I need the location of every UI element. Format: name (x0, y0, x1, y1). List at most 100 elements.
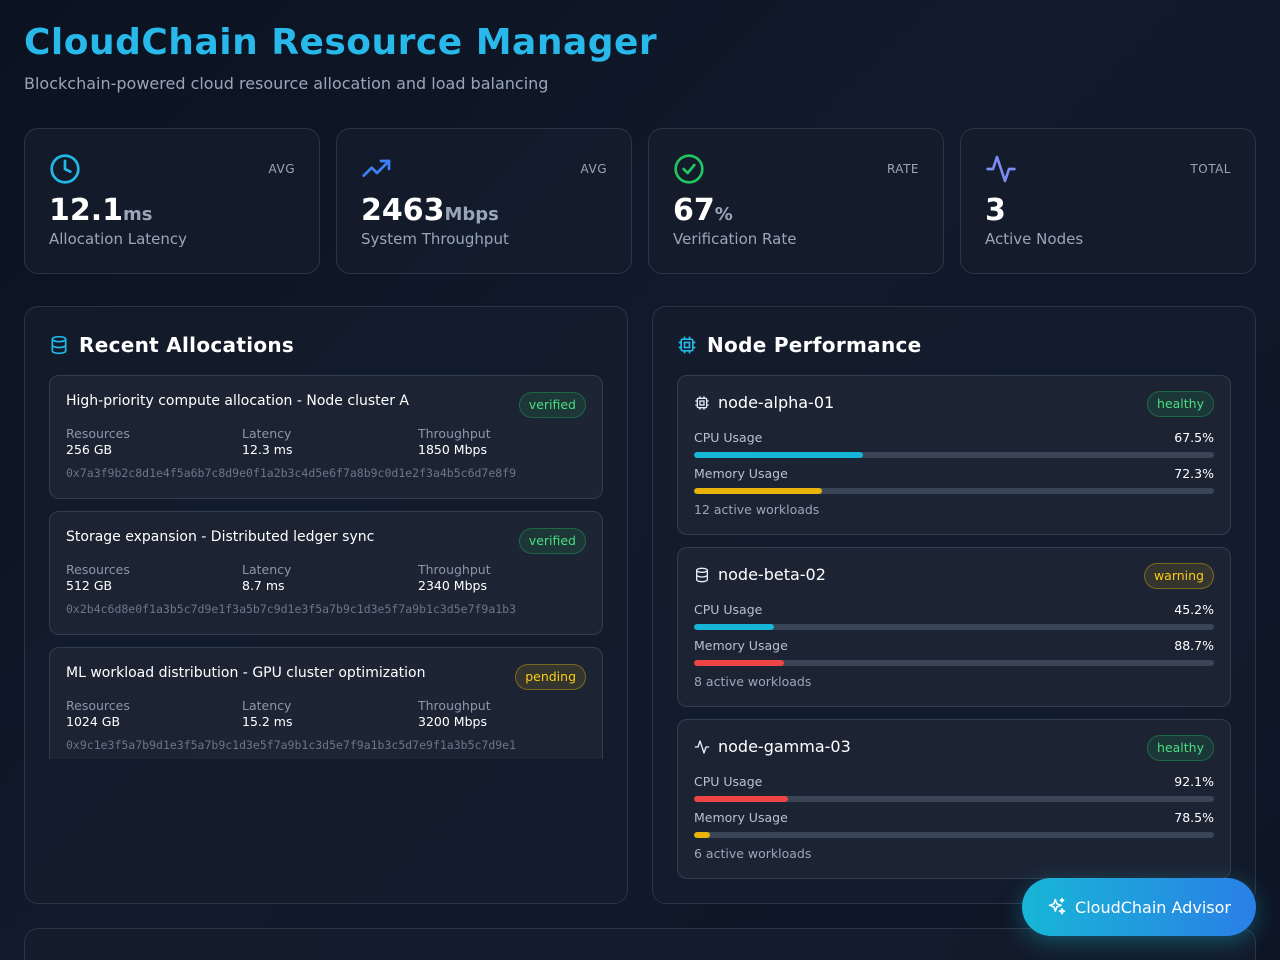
allocation-title: High-priority compute allocation - Node … (66, 393, 410, 409)
cpu-usage-fill (694, 452, 863, 458)
memory-usage-label: Memory Usage (694, 466, 788, 481)
allocation-title: ML workload distribution - GPU cluster o… (66, 665, 426, 681)
status-badge: healthy (1147, 735, 1214, 761)
latency-label: Latency (242, 426, 292, 441)
cpu-usage-value: 45.2% (1174, 602, 1214, 617)
stat-label: Allocation Latency (49, 230, 188, 248)
latency-value: 8.7 ms (242, 578, 285, 593)
allocation-title: Storage expansion - Distributed ledger s… (66, 529, 375, 545)
memory-usage-value: 72.3% (1174, 466, 1214, 481)
stat-card-nodes: TOTAL 3 Active Nodes (960, 128, 1256, 274)
stat-card-throughput: AVG 2463Mbps System Throughput (336, 128, 632, 274)
allocations-list[interactable]: High-priority compute allocation - Node … (49, 375, 603, 759)
cpu-usage-fill (694, 796, 789, 802)
resources-value: 1024 GB (66, 714, 121, 729)
cpu-usage-fill (694, 624, 775, 630)
node-name: node-gamma-03 (718, 737, 851, 756)
cpu-usage-bar (694, 624, 1214, 630)
memory-usage-row: Memory Usage 78.5% (694, 810, 1214, 838)
throughput-label: Throughput (418, 562, 491, 577)
memory-usage-label: Memory Usage (694, 638, 788, 653)
stat-unit: % (714, 204, 733, 225)
stat-tag: RATE (886, 162, 919, 176)
stat-value: 67% (673, 193, 733, 228)
resources-label: Resources (66, 698, 130, 713)
status-badge: warning (1143, 563, 1214, 589)
activity-icon (694, 739, 710, 754)
stat-unit: Mbps (444, 204, 499, 225)
advisor-label: CloudChain Advisor (1075, 897, 1231, 917)
latency-label: Latency (242, 698, 292, 713)
stat-card-verification: RATE 67% Verification Rate (648, 128, 944, 274)
trending-up-icon (362, 159, 391, 177)
cpu-usage-label: CPU Usage (694, 602, 763, 617)
resources-label: Resources (66, 562, 130, 577)
resources-label: Resources (66, 426, 130, 441)
activity-icon (986, 155, 1016, 183)
node-card-alpha[interactable]: node-alpha-01 healthy CPU Usage 67.5% Mem… (677, 375, 1231, 535)
clock-icon (50, 154, 80, 184)
cpu-usage-value: 92.1% (1174, 774, 1214, 789)
allocation-card[interactable]: ML workload distribution - GPU cluster o… (49, 647, 603, 759)
database-icon (51, 335, 67, 355)
cpu-usage-row: CPU Usage 92.1% (694, 774, 1214, 802)
memory-usage-label: Memory Usage (694, 810, 788, 825)
node-name: node-beta-02 (718, 565, 826, 584)
stat-label: System Throughput (361, 230, 509, 248)
active-workloads: 6 active workloads (694, 846, 812, 861)
status-badge: pending (515, 664, 586, 690)
check-circle-icon (674, 154, 704, 184)
memory-usage-value: 88.7% (1174, 638, 1214, 653)
stat-unit: ms (123, 204, 153, 225)
stat-value: 2463Mbps (361, 193, 499, 228)
stat-label: Verification Rate (673, 230, 797, 248)
active-workloads: 8 active workloads (694, 674, 812, 689)
throughput-label: Throughput (418, 426, 491, 441)
cpu-usage-bar (694, 796, 1214, 802)
latency-value: 12.3 ms (242, 442, 293, 457)
page-title: CloudChain Resource Manager (24, 22, 658, 63)
cpu-usage-row: CPU Usage 67.5% (694, 430, 1214, 458)
stat-label: Active Nodes (985, 230, 1084, 248)
active-workloads: 12 active workloads (694, 502, 820, 517)
latency-value: 15.2 ms (242, 714, 293, 729)
stat-tag: AVG (580, 162, 607, 176)
memory-usage-bar (694, 488, 1214, 494)
allocations-header: Recent Allocations (49, 333, 294, 357)
node-performance-header: Node Performance (677, 333, 922, 357)
node-card-gamma[interactable]: node-gamma-03 healthy CPU Usage 92.1% Mem… (677, 719, 1231, 879)
memory-usage-row: Memory Usage 88.7% (694, 638, 1214, 666)
sparkles-icon (1048, 897, 1066, 915)
throughput-value: 2340 Mbps (418, 578, 487, 593)
node-name: node-alpha-01 (718, 393, 835, 412)
memory-usage-bar (694, 832, 1214, 838)
cpu-icon (695, 395, 709, 410)
cpu-usage-value: 67.5% (1174, 430, 1214, 445)
advisor-button[interactable]: CloudChain Advisor (1022, 878, 1256, 936)
stats-row: AVG 12.1ms Allocation Latency AVG 2463Mb… (24, 128, 1256, 274)
node-card-beta[interactable]: node-beta-02 warning CPU Usage 45.2% Memo… (677, 547, 1231, 707)
throughput-label: Throughput (418, 698, 491, 713)
cpu-usage-row: CPU Usage 45.2% (694, 602, 1214, 630)
database-icon (696, 567, 708, 582)
throughput-value: 1850 Mbps (418, 442, 487, 457)
page-subtitle: Blockchain-powered cloud resource alloca… (24, 74, 549, 93)
throughput-value: 3200 Mbps (418, 714, 487, 729)
stat-card-latency: AVG 12.1ms Allocation Latency (24, 128, 320, 274)
stat-tag: AVG (268, 162, 295, 176)
allocation-card[interactable]: High-priority compute allocation - Node … (49, 375, 603, 499)
allocations-title: Recent Allocations (79, 333, 295, 357)
cpu-usage-bar (694, 452, 1214, 458)
status-badge: healthy (1147, 391, 1214, 417)
memory-usage-fill (694, 832, 711, 838)
cpu-icon (678, 336, 696, 354)
allocations-panel: Recent Allocations High-priority compute… (24, 306, 628, 904)
status-badge: verified (518, 392, 586, 418)
stat-value: 12.1ms (49, 193, 153, 228)
stat-value: 3 (985, 193, 1006, 228)
allocation-card[interactable]: Storage expansion - Distributed ledger s… (49, 511, 603, 635)
status-badge: verified (518, 528, 586, 554)
node-performance-panel: Node Performance node-alpha-01 healthy C… (652, 306, 1256, 904)
cpu-usage-label: CPU Usage (694, 774, 763, 789)
memory-usage-fill (694, 488, 822, 494)
